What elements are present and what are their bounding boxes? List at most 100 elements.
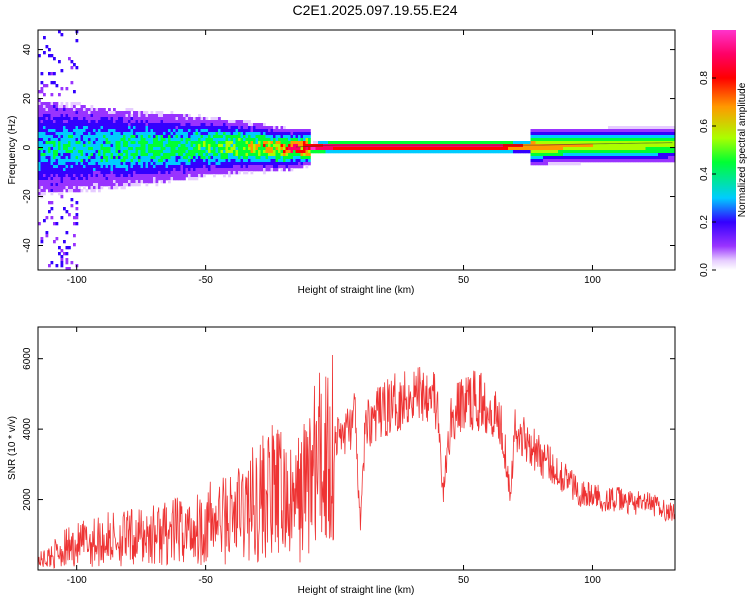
heatmap-cell [340,144,344,148]
heatmap-cell [173,177,176,181]
heatmap-cell [633,138,636,142]
heatmap-cell [208,156,211,160]
heatmap-cell [165,123,169,127]
heatmap-cell [73,63,76,67]
heatmap-cell [548,156,551,160]
heatmap-cell [110,117,114,121]
heatmap-cell [568,144,571,148]
heatmap-cell [175,150,179,154]
heatmap-cell [265,141,269,145]
heatmap-cell [220,132,224,136]
heatmap-cell [85,156,89,160]
heatmap-cell [258,144,261,148]
heatmap-cell [175,174,179,178]
heatmap-cell [568,162,571,166]
heatmap-cell [525,144,529,148]
heatmap-cell [673,147,675,151]
heatmap-cell [233,120,236,124]
heatmap-cell [238,153,241,157]
heatmap-cell [668,153,671,157]
heatmap-cell [158,168,161,172]
heatmap-cell [75,117,79,121]
heatmap-cell [85,117,89,121]
heatmap-cell [123,144,126,148]
heatmap-cell [85,114,89,118]
heatmap-cell [238,123,241,127]
heatmap-cell [123,156,126,160]
heatmap-cell [198,168,201,172]
heatmap-cell [428,141,431,145]
heatmap-cell [253,144,256,148]
heatmap-cell [153,150,156,154]
heatmap-cell [120,177,124,181]
heatmap-cell [448,150,451,154]
heatmap-cell [275,135,279,139]
heatmap-cell [668,147,671,151]
heatmap-cell [270,159,274,163]
heatmap-cell [245,162,249,166]
heatmap-cell [110,177,114,181]
heatmap-cell [125,156,129,160]
heatmap-cell [588,156,591,160]
heatmap-cell [108,174,111,178]
heatmap-cell [205,165,209,169]
heatmap-cell [70,141,74,145]
heatmap-cell [550,162,554,166]
heatmap-cell [330,144,334,148]
heatmap-cell [138,177,141,181]
heatmap-cell [160,120,164,124]
heatmap-cell [268,162,271,166]
heatmap-cell [258,132,261,136]
heatmap-cell [98,126,101,130]
heatmap-cell [593,150,596,154]
heatmap-cell [388,141,391,145]
heatmap-cell [58,144,61,148]
heatmap-cell [458,141,461,145]
heatmap-cell [100,126,104,130]
heatmap-cell [78,159,81,163]
heatmap-cell [110,147,114,151]
heatmap-cell [235,123,239,127]
heatmap-cell [40,72,44,76]
heatmap-cell [485,141,489,145]
heatmap-cell [328,141,331,145]
heatmap-cell [45,150,49,154]
heatmap-cell [125,147,129,151]
heatmap-cell [163,159,166,163]
heatmap-cell [53,105,56,109]
heatmap-cell [73,168,76,172]
heatmap-cell [138,180,141,184]
heatmap-cell [100,150,104,154]
heatmap-cell [65,258,69,262]
heatmap-cell [428,150,431,154]
heatmap-cell [560,162,564,166]
heatmap-cell [433,144,436,148]
heatmap-cell [608,159,611,163]
heatmap-cell [428,147,431,151]
heatmap-cell [50,189,54,193]
heatmap-cell [43,129,46,133]
heatmap-cell [65,141,69,145]
heatmap-cell [130,141,134,145]
heatmap-cell [208,153,211,157]
heatmap-cell [143,123,146,127]
heatmap-cell [180,138,184,142]
heatmap-cell [660,135,664,139]
heatmap-cell [213,156,216,160]
heatmap-cell [48,150,51,154]
heatmap-cell [523,150,526,154]
heatmap-cell [155,171,159,175]
heatmap-cell [223,126,226,130]
heatmap-cell [143,126,146,130]
heatmap-cell [130,120,134,124]
heatmap-cell [580,129,584,133]
heatmap-cell [175,168,179,172]
heatmap-cell [603,156,606,160]
heatmap-cell [253,126,256,130]
heatmap-cell [53,120,56,124]
heatmap-cell [360,144,364,148]
heatmap-cell [283,153,286,157]
heatmap-cell [615,141,619,145]
heatmap-cell [43,219,46,223]
heatmap-cell [218,156,221,160]
